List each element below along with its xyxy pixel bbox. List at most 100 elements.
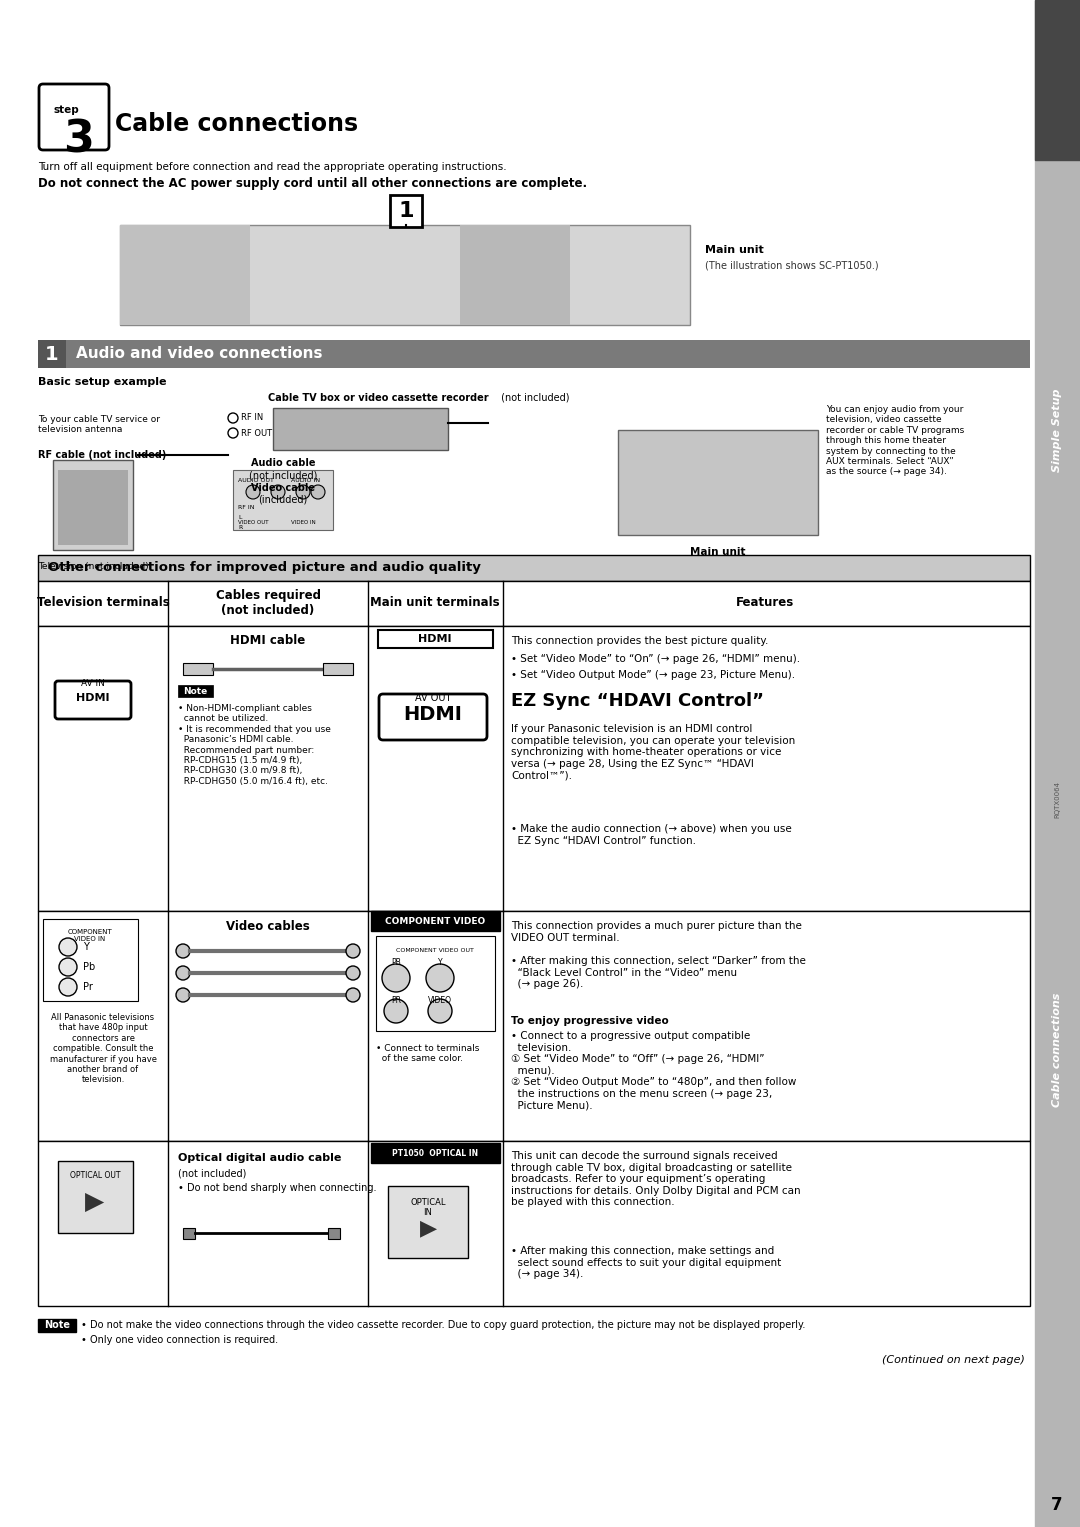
- Text: • Connect to terminals
  of the same color.: • Connect to terminals of the same color…: [376, 1044, 480, 1063]
- Bar: [372, 912, 500, 931]
- Bar: [38, 1319, 76, 1332]
- Text: Y: Y: [437, 957, 443, 967]
- Text: This unit can decode the surround signals received
through cable TV box, digital: This unit can decode the surround signal…: [511, 1151, 800, 1208]
- Bar: [53, 460, 133, 550]
- Text: Video cable: Video cable: [251, 483, 315, 493]
- Text: • Set “Video Output Mode” (→ page 23, Picture Menu).: • Set “Video Output Mode” (→ page 23, Pi…: [511, 670, 795, 680]
- Bar: [38, 341, 1030, 368]
- Text: HDMI: HDMI: [77, 693, 110, 702]
- Text: You can enjoy audio from your
television, video cassette
recorder or cable TV pr: You can enjoy audio from your television…: [826, 405, 964, 476]
- Text: • Set “Video Mode” to “On” (→ page 26, “HDMI” menu).: • Set “Video Mode” to “On” (→ page 26, “…: [511, 654, 800, 664]
- Bar: [178, 686, 213, 696]
- Bar: [120, 224, 690, 325]
- Circle shape: [311, 486, 325, 499]
- Text: AUDIO OUT: AUDIO OUT: [238, 478, 274, 483]
- Circle shape: [246, 486, 260, 499]
- Bar: [388, 1186, 468, 1258]
- Text: Cable TV box or video cassette recorder: Cable TV box or video cassette recorder: [268, 392, 488, 403]
- Circle shape: [382, 964, 410, 993]
- Circle shape: [176, 944, 190, 957]
- Text: (not included): (not included): [248, 470, 318, 479]
- Text: Audio and video connections: Audio and video connections: [76, 347, 323, 362]
- Circle shape: [346, 988, 360, 1002]
- Bar: [38, 912, 1030, 1141]
- Text: step: step: [53, 105, 79, 115]
- Text: Television terminals: Television terminals: [37, 597, 170, 609]
- Circle shape: [59, 977, 77, 996]
- Text: PB: PB: [391, 957, 401, 967]
- Circle shape: [59, 957, 77, 976]
- Text: 1: 1: [45, 345, 58, 363]
- Text: To your cable TV service or
television antenna: To your cable TV service or television a…: [38, 415, 160, 434]
- Bar: [233, 470, 333, 530]
- Text: ▶: ▶: [85, 1190, 105, 1214]
- Text: VIDEO: VIDEO: [428, 996, 453, 1005]
- Text: HDMI: HDMI: [404, 705, 462, 724]
- Text: (included): (included): [258, 495, 308, 505]
- Text: Pb: Pb: [83, 962, 95, 973]
- Text: Basic setup example: Basic setup example: [38, 377, 166, 386]
- Circle shape: [271, 486, 285, 499]
- Text: (not included): (not included): [498, 392, 569, 403]
- Circle shape: [296, 486, 310, 499]
- Text: (The illustration shows SC-PT1050.): (The illustration shows SC-PT1050.): [705, 261, 879, 270]
- Text: • Do not make the video connections through the video cassette recorder. Due to : • Do not make the video connections thro…: [81, 1319, 806, 1330]
- Text: AV IN: AV IN: [81, 680, 105, 689]
- Circle shape: [428, 999, 453, 1023]
- Text: Video cables: Video cables: [226, 919, 310, 933]
- Text: • After making this connection, make settings and
  select sound effects to suit: • After making this connection, make set…: [511, 1246, 781, 1280]
- Text: 3: 3: [64, 119, 94, 162]
- Bar: [460, 224, 570, 325]
- Bar: [1035, 0, 1080, 160]
- FancyBboxPatch shape: [39, 84, 109, 150]
- Text: Optical digital audio cable: Optical digital audio cable: [178, 1153, 341, 1164]
- Text: EZ Sync “HDAVI Control”: EZ Sync “HDAVI Control”: [511, 692, 764, 710]
- Text: PR: PR: [391, 996, 401, 1005]
- Text: PT1050  OPTICAL IN: PT1050 OPTICAL IN: [392, 1148, 478, 1157]
- Bar: [372, 1144, 500, 1164]
- Circle shape: [176, 988, 190, 1002]
- Text: HDMI cable: HDMI cable: [230, 635, 306, 647]
- Bar: [376, 936, 495, 1031]
- Text: If your Panasonic television is an HDMI control
compatible television, you can o: If your Panasonic television is an HDMI …: [511, 724, 795, 780]
- Text: Other connections for improved picture and audio quality: Other connections for improved picture a…: [48, 562, 481, 574]
- Text: VIDEO IN: VIDEO IN: [291, 521, 315, 525]
- Text: RF IN: RF IN: [241, 414, 264, 423]
- Text: Television (not included): Television (not included): [38, 562, 148, 571]
- Text: Note: Note: [183, 687, 207, 695]
- Text: AUDIO IN: AUDIO IN: [291, 478, 320, 483]
- Circle shape: [228, 428, 238, 438]
- Bar: [43, 919, 138, 1002]
- Bar: [183, 1228, 195, 1238]
- Bar: [38, 554, 1030, 580]
- Circle shape: [228, 412, 238, 423]
- Text: L: L: [238, 515, 242, 521]
- Text: (not included): (not included): [178, 1168, 246, 1177]
- Bar: [38, 580, 1030, 626]
- Text: Turn off all equipment before connection and read the appropriate operating inst: Turn off all equipment before connection…: [38, 162, 507, 173]
- Text: Cables required
(not included): Cables required (not included): [216, 589, 321, 617]
- Text: RF cable (not included): RF cable (not included): [38, 450, 166, 460]
- Bar: [1035, 0, 1080, 1527]
- Text: RF OUT: RF OUT: [241, 429, 272, 438]
- Bar: [183, 663, 213, 675]
- Bar: [58, 1161, 133, 1232]
- Text: Note: Note: [44, 1319, 70, 1330]
- FancyBboxPatch shape: [379, 693, 487, 741]
- Text: Y: Y: [83, 942, 89, 951]
- Text: Simple Setup: Simple Setup: [1052, 388, 1062, 472]
- Text: AV OUT: AV OUT: [415, 693, 451, 702]
- Bar: [120, 224, 249, 325]
- Text: Cable connections: Cable connections: [1052, 993, 1062, 1107]
- Bar: [323, 663, 353, 675]
- Bar: [273, 408, 448, 450]
- FancyBboxPatch shape: [55, 681, 131, 719]
- Text: 1: 1: [399, 202, 414, 221]
- Bar: [618, 431, 818, 534]
- Text: Do not connect the AC power supply cord until all other connections are complete: Do not connect the AC power supply cord …: [38, 177, 588, 189]
- Text: • Only one video connection is required.: • Only one video connection is required.: [81, 1335, 279, 1345]
- Circle shape: [426, 964, 454, 993]
- Text: To enjoy progressive video: To enjoy progressive video: [511, 1015, 669, 1026]
- Text: OPTICAL OUT: OPTICAL OUT: [70, 1171, 120, 1180]
- Text: Features: Features: [735, 597, 794, 609]
